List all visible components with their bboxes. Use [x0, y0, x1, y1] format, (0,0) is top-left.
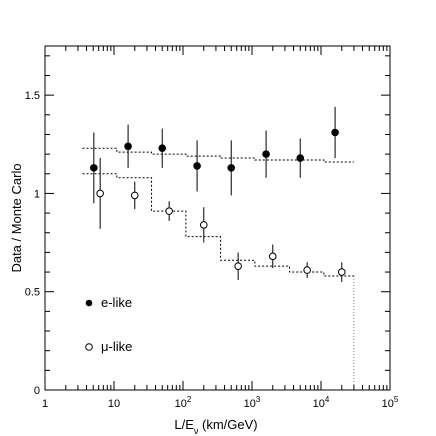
data-point-mu-like — [303, 266, 311, 274]
x-tick-label: 105 — [382, 395, 399, 410]
y-tick-label: 1 — [34, 188, 40, 200]
plot-frame-layer — [44, 45, 391, 391]
data-point-mu-like — [234, 262, 242, 270]
data-point-e-like — [296, 154, 305, 162]
legend-marker-e-like — [85, 299, 93, 307]
y-axis-label: Data / Monte Carlo — [9, 163, 24, 272]
data-point-e-like — [262, 150, 270, 158]
data-point-mu-like — [165, 207, 173, 215]
y-tick-label: 1.5 — [25, 90, 40, 102]
x-axis-label: L/Eν (km/GeV) — [174, 417, 257, 436]
legend-label-mu-like: μ-like — [101, 339, 132, 354]
axis-ticks-layer: 1 10 102 103 104 105 0 0.5 1 1.5 — [25, 46, 399, 410]
x-tick-label: 10 — [108, 398, 120, 410]
data-point-e-like — [227, 164, 236, 172]
y-tick-label: 0 — [34, 385, 40, 397]
x-tick-label: 103 — [244, 395, 261, 410]
data-point-mu-like — [268, 252, 277, 261]
data-point-e-like — [331, 128, 339, 137]
legend-marker-mu-like — [85, 343, 93, 351]
data-point-e-like — [124, 142, 132, 151]
x-tick-label: 102 — [175, 395, 192, 410]
data-point-mu-like — [96, 189, 104, 198]
data-point-e-like — [158, 144, 167, 153]
legend-label-e-like: e-like — [101, 295, 132, 310]
data-points-layer — [90, 106, 346, 282]
x-tick-label: 104 — [313, 395, 330, 410]
mc-step-e-like — [82, 147, 354, 163]
data-point-mu-like — [199, 221, 208, 229]
data-point-mu-like — [130, 191, 139, 200]
x-tick-label: 1 — [42, 398, 48, 410]
mc-step-mu-like — [82, 173, 354, 277]
data-point-mu-like — [337, 268, 346, 276]
plot-frame — [44, 45, 391, 391]
legend: e-like μ-like — [85, 295, 132, 354]
y-tick-label: 0.5 — [25, 287, 40, 299]
data-point-e-like — [90, 164, 98, 172]
data-point-e-like — [193, 162, 201, 170]
